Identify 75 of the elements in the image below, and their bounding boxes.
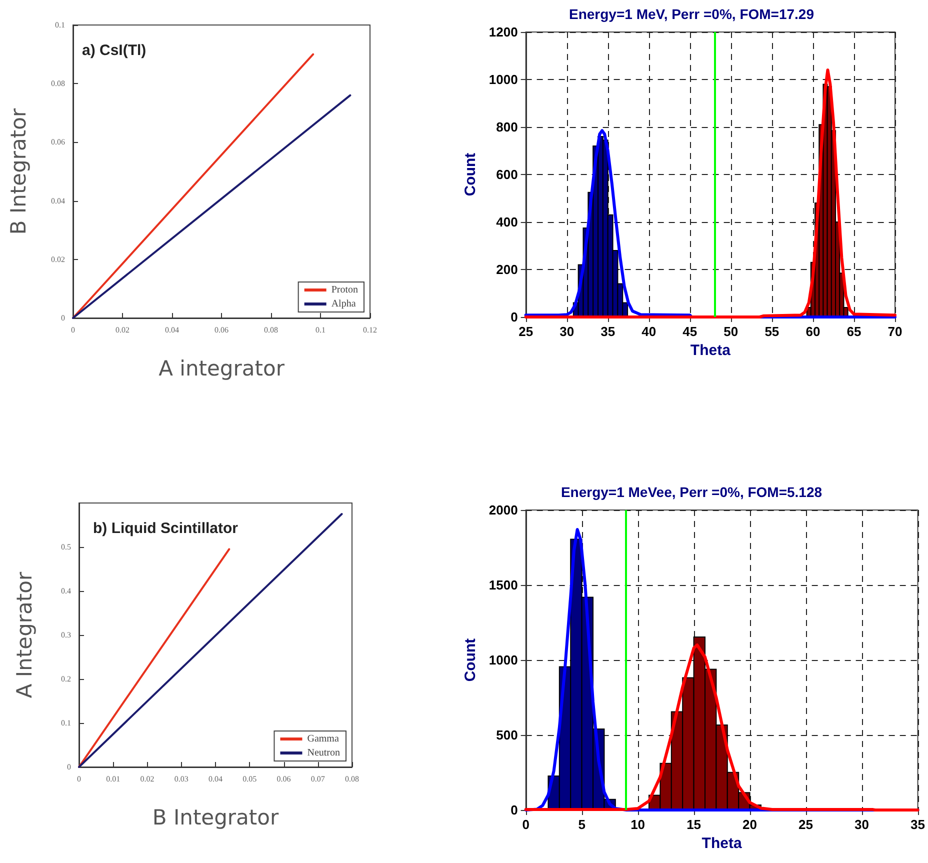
y-tick-label: 0 <box>61 314 65 322</box>
x-tick-label: 0.02 <box>140 774 154 784</box>
y-tick-label: 1000 <box>488 72 518 87</box>
legend-label: Gamma <box>307 734 340 744</box>
y-tick-label: 1200 <box>488 24 518 40</box>
x-tick-label: 0.01 <box>106 774 120 784</box>
annotation: b) Liquid Scintillator <box>93 520 238 537</box>
x-tick-label: 35 <box>910 817 926 832</box>
x-tick-label: 0.1 <box>316 326 326 334</box>
x-axis-title: Theta <box>702 834 742 852</box>
y-tick-label: 0.5 <box>61 542 71 552</box>
x-tick-label: 50 <box>724 324 738 339</box>
x-tick-label: 0.12 <box>363 326 377 334</box>
x-tick-label: 45 <box>682 324 698 339</box>
x-tick-label: 15 <box>686 817 702 832</box>
y-tick-label: 1500 <box>488 578 518 592</box>
y-axis-title: Count <box>462 152 479 196</box>
annotation: a) CsI(Tl) <box>82 42 146 59</box>
y-tick-label: 200 <box>496 262 518 277</box>
x-tick-label: 35 <box>600 324 616 339</box>
chart-title: Energy=1 MeVee, Perr =0%, FOM=5.128 <box>560 484 822 500</box>
x-tick-label: 25 <box>518 324 534 339</box>
legend-label: Neutron <box>307 748 340 758</box>
x-tick-label: 0 <box>77 774 81 784</box>
chart-title: Energy=1 MeV, Perr =0%, FOM=17.29 <box>568 6 814 22</box>
x-tick-label: 0.08 <box>345 774 359 784</box>
x-tick-label: 70 <box>888 324 902 339</box>
y-tick-label: 400 <box>496 214 518 230</box>
x-tick-label: 30 <box>560 324 574 339</box>
x-tick-label: 65 <box>846 324 862 339</box>
x-tick-label: 0.06 <box>276 774 291 784</box>
x-axis-title: A integrator <box>158 356 285 380</box>
x-tick-label: 0.07 <box>310 774 325 784</box>
x-tick-label: 10 <box>630 817 646 832</box>
y-tick-label: 0.08 <box>51 79 65 88</box>
x-tick-label: 55 <box>764 324 780 339</box>
y-tick-label: 0.1 <box>55 20 65 30</box>
y-tick-label: 0.02 <box>51 254 65 264</box>
x-axis-title: Theta <box>690 342 732 359</box>
x-tick-label: 0.05 <box>242 774 257 784</box>
y-tick-label: 0 <box>510 802 518 818</box>
x-tick-label: 0.06 <box>214 326 228 334</box>
legend-label: Proton <box>331 284 358 296</box>
x-tick-label: 0.03 <box>174 774 188 784</box>
x-tick-label: 0.02 <box>116 326 130 334</box>
y-tick-label: 0.04 <box>51 196 65 206</box>
y-tick-label: 500 <box>496 728 518 742</box>
y-tick-label: 0.06 <box>51 138 65 147</box>
line-series <box>524 644 920 812</box>
y-tick-label: 0.3 <box>61 630 71 640</box>
x-tick-label: 0.04 <box>208 774 222 784</box>
y-tick-label: 0.4 <box>61 586 71 596</box>
x-tick-label: 0.04 <box>165 326 179 334</box>
x-tick-label: 60 <box>806 324 820 339</box>
y-tick-label: 0.2 <box>61 674 71 684</box>
x-tick-label: 0 <box>522 817 530 832</box>
x-tick-label: 40 <box>642 324 656 339</box>
y-tick-label: 2000 <box>488 502 518 518</box>
x-axis-title: B Integrator <box>152 806 280 830</box>
x-tick-label: 5 <box>578 817 586 832</box>
y-tick-label: 0.1 <box>61 718 71 728</box>
y-tick-label: 600 <box>496 167 518 182</box>
x-tick-label: 0.08 <box>264 326 278 334</box>
y-tick-label: 1000 <box>488 652 518 668</box>
x-tick-label: 20 <box>742 817 758 832</box>
y-tick-label: 0 <box>67 762 71 772</box>
y-tick-label: 0 <box>510 310 518 324</box>
legend-label: Alpha <box>331 298 356 310</box>
y-axis-title: A Integrator <box>12 572 36 698</box>
x-tick-label: 30 <box>854 817 870 832</box>
x-tick-label: 25 <box>798 817 814 832</box>
line-series <box>524 68 896 318</box>
y-axis-title: B Integrator <box>6 108 30 235</box>
y-tick-label: 800 <box>496 120 518 134</box>
y-axis-title: Count <box>462 638 479 682</box>
